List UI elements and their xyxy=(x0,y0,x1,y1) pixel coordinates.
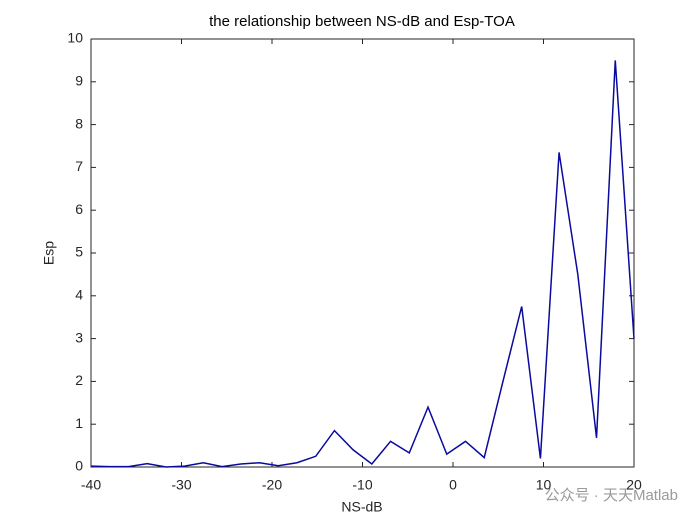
y-tick-label: 1 xyxy=(75,415,83,431)
y-tick-label: 7 xyxy=(75,158,83,174)
y-tick-label: 3 xyxy=(75,329,83,345)
x-tick-label: 20 xyxy=(626,477,642,493)
x-tick-label: -10 xyxy=(352,477,372,493)
x-tick-label: -30 xyxy=(171,477,191,493)
chart-title: the relationship between NS-dB and Esp-T… xyxy=(209,13,515,30)
data-line xyxy=(90,60,635,468)
y-tick-label: 6 xyxy=(75,201,83,217)
watermark: 公众号 · 天天Matlab xyxy=(545,487,678,504)
y-tick-label: 8 xyxy=(75,115,83,131)
y-tick-label: 10 xyxy=(67,30,83,46)
y-tick-label: 9 xyxy=(75,73,83,89)
y-tick-label: 0 xyxy=(75,458,83,474)
y-tick-label: 2 xyxy=(75,372,83,388)
y-tick-label: 5 xyxy=(75,244,83,260)
x-tick-label: -40 xyxy=(81,477,101,493)
x-axis-label: NS-dB xyxy=(341,499,382,515)
y-tick-label: 4 xyxy=(75,287,83,303)
y-axis-label: Esp xyxy=(41,241,57,265)
x-tick-label: -20 xyxy=(262,477,282,493)
x-tick-label: 10 xyxy=(536,477,552,493)
x-tick-label: 0 xyxy=(449,477,457,493)
